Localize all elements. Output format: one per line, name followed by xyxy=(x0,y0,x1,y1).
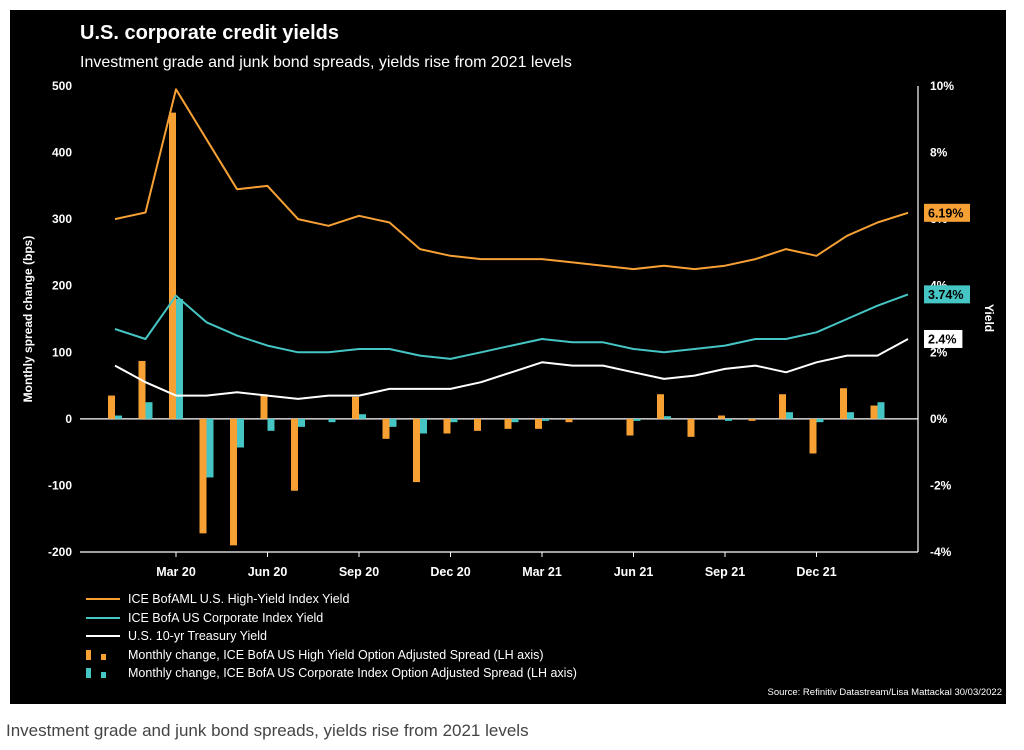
ig-spread-bar xyxy=(237,418,244,448)
hy-spread-bar xyxy=(474,418,481,431)
hy-spread-bar xyxy=(840,388,847,419)
x-tick-label: Jun 21 xyxy=(614,565,654,579)
ig-spread-bar xyxy=(176,299,183,419)
ig-spread-bar xyxy=(359,414,366,419)
end-value-label: 2.4% xyxy=(928,332,957,346)
x-tick-label: Dec 20 xyxy=(430,565,470,579)
x-tick-label: Mar 20 xyxy=(156,565,196,579)
right-tick-label: 2% xyxy=(930,345,948,359)
hy-spread-bar xyxy=(260,394,268,419)
ig-spread-bar xyxy=(450,418,458,423)
chart-subtitle: Investment grade and junk bond spreads, … xyxy=(80,54,572,71)
legend-swatch xyxy=(86,649,120,660)
x-tick-label: Sep 21 xyxy=(705,565,745,579)
ig-spread-bar xyxy=(633,418,641,421)
right-tick-label: 10% xyxy=(930,79,954,93)
ig-spread-bar xyxy=(511,418,519,423)
legend-swatch xyxy=(86,598,120,601)
chart-title: U.S. corporate credit yields xyxy=(80,22,339,44)
left-tick-label: 500 xyxy=(52,79,72,93)
legend-swatch xyxy=(86,668,120,679)
hy-spread-bar xyxy=(657,394,664,419)
hy-spread-bar xyxy=(443,418,451,434)
hy-spread-bar xyxy=(138,360,146,419)
image-caption: Investment grade and junk bond spreads, … xyxy=(6,721,529,740)
ig-spread-bar xyxy=(420,418,427,434)
hy-spread-bar xyxy=(535,418,542,429)
hy-spread-bar xyxy=(291,418,298,491)
hy-spread-bar xyxy=(382,418,390,439)
hy-spread-bar xyxy=(504,418,512,429)
legend-item: ICE BofA US Corporate Index Yield xyxy=(86,609,577,628)
legend-item: ICE BofAML U.S. High-Yield Index Yield xyxy=(86,590,577,609)
ig-spread-bar xyxy=(267,418,275,431)
hy-spread-bar xyxy=(230,418,237,546)
ig-spread-bar xyxy=(816,418,824,423)
right-tick-label: -2% xyxy=(930,478,952,492)
hy-spread-bar xyxy=(352,396,359,419)
right-tick-label: 0% xyxy=(930,412,948,426)
right-tick-label: 8% xyxy=(930,146,948,160)
left-tick-label: 400 xyxy=(52,146,72,160)
source-note: Source: Refinitiv Datastream/Lisa Mattac… xyxy=(767,687,1002,698)
end-value-label: 3.74% xyxy=(928,288,963,302)
legend-swatch xyxy=(86,635,120,638)
left-tick-label: 300 xyxy=(52,212,72,226)
x-tick-label: Sep 20 xyxy=(339,565,379,579)
chart-plot: 5004003002001000-100-20010%8%6%4%2%0%-2%… xyxy=(21,79,996,579)
hy-spread-bar xyxy=(718,415,725,419)
ig-spread-bar xyxy=(145,402,153,419)
end-value-box xyxy=(924,203,970,222)
high-yield-line xyxy=(114,88,909,271)
ig-spread-bar xyxy=(542,418,549,421)
ig-spread-bar xyxy=(847,412,854,419)
end-value-label: 6.19% xyxy=(928,206,963,220)
ig-spread-bar xyxy=(664,416,671,419)
ig-spread-bar xyxy=(389,418,397,427)
hy-spread-bar xyxy=(565,418,573,423)
legend-label: ICE BofAML U.S. High-Yield Index Yield xyxy=(128,592,350,607)
chart-legend: ICE BofAML U.S. High-Yield Index Yield IC… xyxy=(86,590,577,683)
x-tick-label: Dec 21 xyxy=(796,565,836,579)
hy-spread-bar xyxy=(748,418,756,421)
x-tick-label: Jun 20 xyxy=(248,565,288,579)
hy-spread-bar xyxy=(108,395,115,419)
hy-spread-bar xyxy=(199,418,207,534)
end-value-box xyxy=(924,329,963,348)
hy-spread-bar xyxy=(413,418,420,483)
legend-label: ICE BofA US Corporate Index Yield xyxy=(128,610,324,625)
legend-label: U.S. 10-yr Treasury Yield xyxy=(128,629,267,644)
ig-spread-bar xyxy=(877,402,885,419)
hy-spread-bar xyxy=(870,405,878,419)
hy-spread-bar xyxy=(626,418,634,436)
hy-spread-bar xyxy=(809,418,817,454)
ig-spread-bar xyxy=(725,418,732,421)
left-tick-label: 0 xyxy=(65,412,72,426)
corporate-yield-line xyxy=(114,293,909,360)
ig-spread-bar xyxy=(786,412,793,419)
ig-spread-bar xyxy=(115,415,122,419)
right-tick-label: -4% xyxy=(930,545,952,559)
treasury-yield-line xyxy=(114,338,909,400)
ig-spread-bar xyxy=(298,418,305,427)
legend-item: Monthly change, ICE BofA US Corporate In… xyxy=(86,664,577,683)
ig-spread-bar xyxy=(328,418,336,423)
legend-item: Monthly change, ICE BofA US High Yield O… xyxy=(86,646,577,665)
left-tick-label: -100 xyxy=(48,478,72,492)
legend-swatch xyxy=(86,616,120,619)
end-value-box xyxy=(924,285,970,304)
x-tick-label: Mar 21 xyxy=(522,565,562,579)
right-axis-title: Yield xyxy=(982,304,996,332)
ig-spread-bar xyxy=(206,418,214,478)
legend-label: Monthly change, ICE BofA US High Yield O… xyxy=(128,647,544,662)
hy-spread-bar xyxy=(169,112,176,419)
legend-item: U.S. 10-yr Treasury Yield xyxy=(86,627,577,646)
left-tick-label: -200 xyxy=(48,545,72,559)
hy-spread-bar xyxy=(687,418,695,437)
hy-spread-bar xyxy=(779,394,786,419)
left-axis-title: Monthly spread change (bps) xyxy=(21,236,35,403)
legend-label: Monthly change, ICE BofA US Corporate In… xyxy=(128,666,577,681)
left-tick-label: 100 xyxy=(52,345,72,359)
left-tick-label: 200 xyxy=(52,279,72,293)
